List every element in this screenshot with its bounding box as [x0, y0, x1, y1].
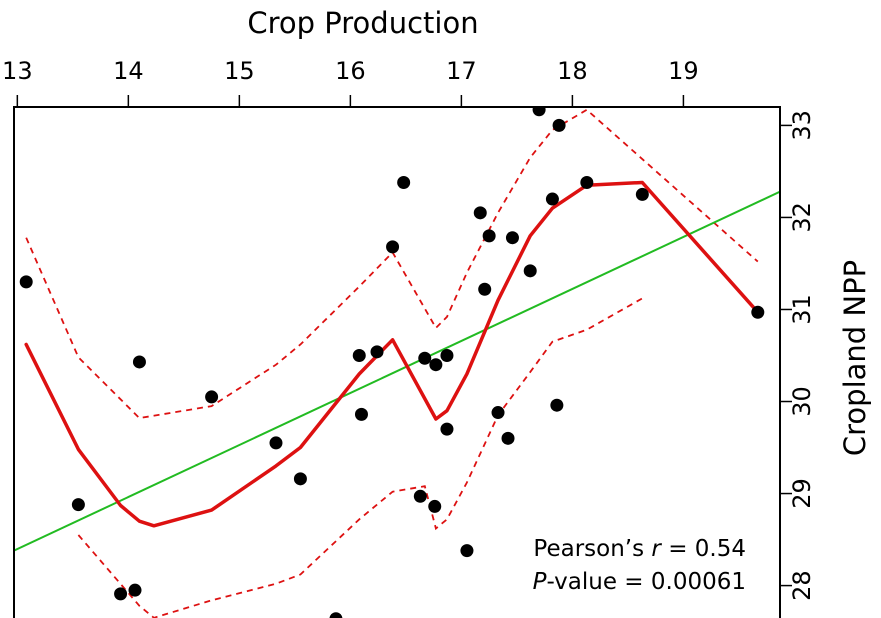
x-tick-label: 15: [224, 57, 255, 85]
x-axis-title: Crop Production: [247, 6, 478, 40]
data-point: [580, 175, 594, 189]
plot-frame: [13, 106, 781, 618]
y-tick-label: 29: [788, 478, 816, 509]
data-point: [428, 499, 442, 513]
y-tick-label: 28: [788, 570, 816, 601]
data-point: [552, 118, 566, 132]
data-point: [386, 240, 400, 254]
x-tick-label: 13: [2, 57, 33, 85]
data-point: [352, 348, 366, 362]
confidence-upper-line: [25, 108, 759, 420]
data-point: [354, 407, 368, 421]
data-point: [473, 206, 487, 220]
data-point: [440, 348, 454, 362]
data-point: [478, 282, 492, 296]
data-point: [418, 351, 432, 365]
data-point: [460, 544, 474, 558]
data-point: [429, 358, 443, 372]
data-point: [482, 229, 496, 243]
data-point: [397, 175, 411, 189]
x-tick-label: 16: [335, 57, 366, 85]
x-tick-label: 17: [446, 57, 477, 85]
points-layer: [19, 107, 765, 618]
plot-area: [14, 107, 780, 618]
data-point: [114, 587, 128, 601]
x-tick-label: 14: [113, 57, 144, 85]
smooth-layer: [24, 180, 760, 528]
data-point: [269, 436, 283, 450]
data-point: [370, 345, 384, 359]
data-point: [545, 192, 559, 206]
data-point: [505, 231, 519, 245]
data-point: [501, 431, 515, 445]
data-point: [491, 406, 505, 420]
y-tick-label: 30: [788, 386, 816, 417]
data-point: [440, 422, 454, 436]
data-point: [413, 489, 427, 503]
data-point: [751, 305, 765, 319]
regression-layer: [14, 190, 780, 552]
data-point: [329, 612, 343, 618]
x-axis: 13 14 15 16 17 18 19: [2, 57, 699, 107]
y-tick-label: 32: [788, 202, 816, 233]
y-axis-title: Cropland NPP: [838, 260, 872, 456]
data-point: [128, 583, 142, 597]
data-point: [19, 275, 33, 289]
data-point: [132, 355, 146, 369]
y-axis: 28 29 30 31 32 33: [780, 110, 816, 601]
confidence-band: [25, 108, 759, 618]
y-tick-label: 33: [788, 110, 816, 141]
regression-line: [14, 190, 780, 552]
stats-annotation: Pearson’s r = 0.54 P-value = 0.00061: [533, 536, 746, 595]
x-tick-label: 19: [668, 57, 699, 85]
data-point: [523, 264, 537, 278]
data-point: [293, 472, 307, 486]
confidence-lower-line: [77, 297, 643, 618]
data-point: [205, 390, 219, 404]
stats-annotation-line: Pearson’s r = 0.54: [533, 536, 746, 562]
data-point: [550, 398, 564, 412]
data-point: [71, 498, 85, 512]
x-tick-label: 18: [557, 57, 588, 85]
data-point: [635, 187, 649, 201]
stats-annotation-line: P-value = 0.00061: [533, 569, 746, 595]
data-point: [532, 107, 546, 117]
smooth-line: [24, 180, 760, 528]
y-tick-label: 31: [788, 294, 816, 325]
